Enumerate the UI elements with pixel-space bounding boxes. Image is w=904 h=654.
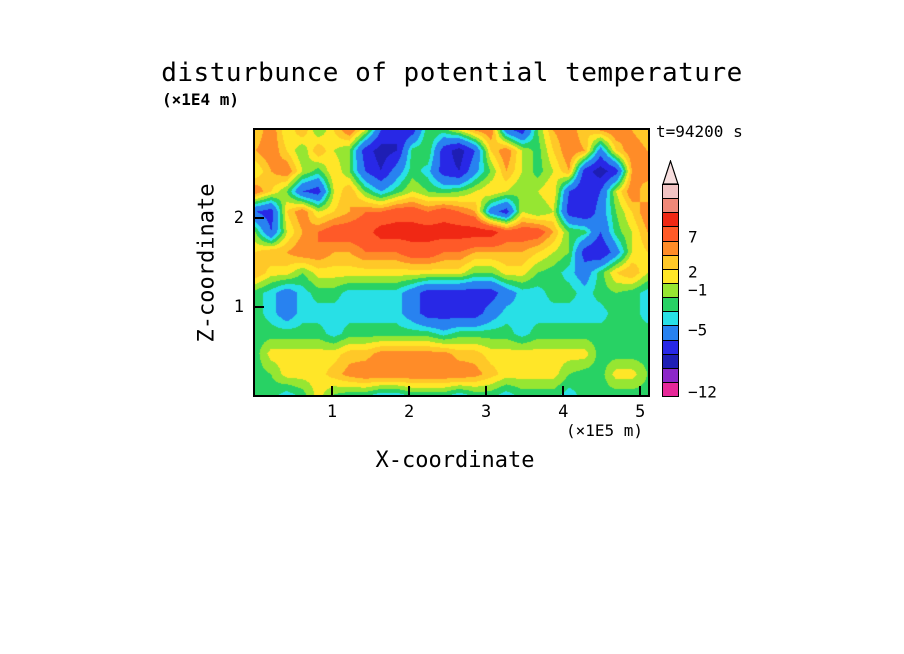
colorbar-box (662, 311, 679, 327)
colorbar-box (662, 353, 679, 369)
colorbar-label: 7 (688, 227, 698, 247)
x-tick-label: 5 (635, 402, 646, 422)
y-tick-label: 1 (233, 296, 244, 317)
colorbar-box (662, 212, 679, 228)
colorbar (662, 184, 679, 398)
chart-title: disturbunce of potential temperature (161, 58, 743, 88)
colorbar-box (662, 297, 679, 313)
y-tick-label: 2 (233, 208, 244, 229)
x-axis-label: X-coordinate (375, 448, 535, 473)
colorbar-box (662, 325, 679, 341)
x-tick-label: 1 (326, 402, 338, 422)
x-tick-mark (408, 386, 411, 395)
colorbar-label: −1 (688, 280, 708, 300)
colorbar-box (662, 367, 679, 383)
colorbar-box (662, 198, 679, 214)
x-axis-unit: (×1E5 m) (566, 421, 644, 440)
y-axis-unit: (×1E4 m) (162, 90, 240, 109)
colorbar-label: −12 (688, 382, 717, 402)
colorbar-box (662, 339, 679, 355)
y-tick-mark (255, 305, 264, 308)
colorbar-box (662, 381, 679, 398)
colorbar-box (662, 184, 679, 200)
contour-field (255, 130, 648, 395)
colorbar-box (662, 282, 679, 299)
colorbar-label: 2 (688, 262, 698, 282)
x-tick-mark (562, 386, 565, 395)
colorbar-box (662, 254, 679, 270)
x-tick-label: 2 (403, 402, 415, 422)
colorbar-box (662, 268, 679, 284)
x-tick-mark (639, 386, 642, 395)
y-tick-mark (255, 217, 264, 220)
x-tick-label: 3 (481, 402, 492, 422)
x-tick-mark (331, 386, 334, 395)
x-tick-label: 4 (558, 402, 569, 422)
colorbar-box (662, 240, 679, 256)
colorbar-label: −5 (688, 320, 708, 340)
x-tick-mark (485, 386, 488, 395)
plot-area (253, 128, 650, 397)
colorbar-arrow-icon (662, 160, 679, 185)
colorbar-box (662, 226, 679, 242)
time-annotation: t=94200 s (656, 122, 743, 141)
